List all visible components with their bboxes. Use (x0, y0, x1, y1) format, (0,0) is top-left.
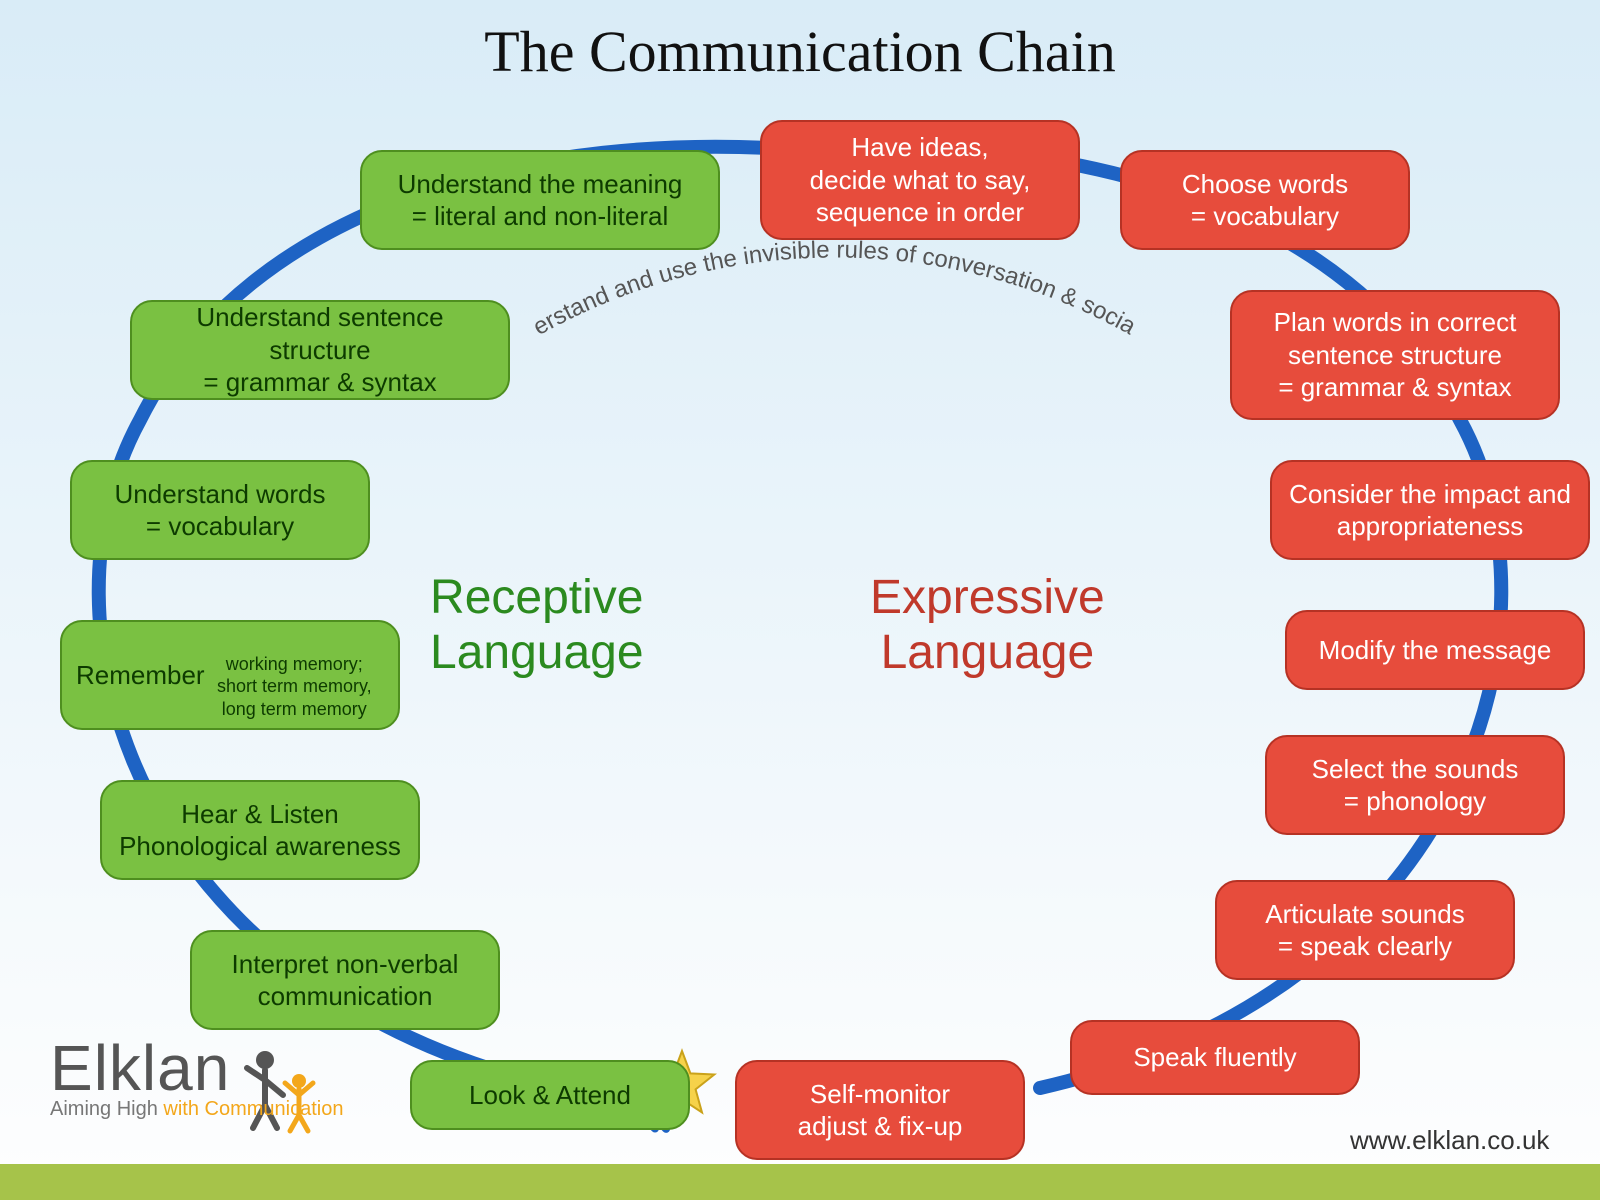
page-title: The Communication Chain (0, 18, 1600, 85)
logo-tag-plain: Aiming High (50, 1098, 163, 1120)
logo-tag-accent: with Communication (163, 1098, 343, 1120)
node-understand-meaning: Understand the meaning= literal and non-… (360, 150, 720, 250)
node-plan-words: Plan words in correctsentence structure=… (1230, 290, 1560, 420)
node-articulate: Articulate sounds= speak clearly (1215, 880, 1515, 980)
node-remember: Rememberworking memory; short term memor… (60, 620, 400, 730)
logo-brand: Elklan (50, 1040, 343, 1098)
node-hear-listen: Hear & ListenPhonological awareness (100, 780, 420, 880)
node-interpret-nonverbal: Interpret non-verbalcommunication (190, 930, 500, 1030)
expressive-label-line1: Expressive (870, 571, 1105, 624)
receptive-label-line2: Language (430, 626, 644, 679)
node-understand-words: Understand words= vocabulary (70, 460, 370, 560)
node-select-sounds: Select the sounds= phonology (1265, 735, 1565, 835)
node-look-attend: Look & Attend (410, 1060, 690, 1130)
node-choose-words: Choose words= vocabulary (1120, 150, 1410, 250)
node-consider-impact: Consider the impact andappropriateness (1270, 460, 1590, 560)
node-self-monitor: Self-monitoradjust & fix-up (735, 1060, 1025, 1160)
node-speak-fluently: Speak fluently (1070, 1020, 1360, 1095)
receptive-label: Receptive Language (430, 570, 644, 680)
logo: Elklan Aiming High with Communication (50, 1040, 343, 1121)
logo-tagline: Aiming High with Communication (50, 1098, 343, 1121)
expressive-label: Expressive Language (870, 570, 1105, 680)
website-url: www.elklan.co.uk (1350, 1125, 1549, 1156)
diagram-stage: Notice, understand and use the invisible… (0, 0, 1600, 1200)
footer-band (0, 1164, 1600, 1200)
node-have-ideas: Have ideas,decide what to say,sequence i… (760, 120, 1080, 240)
node-understand-sentence: Understand sentence structure= grammar &… (130, 300, 510, 400)
receptive-label-line1: Receptive (430, 571, 643, 624)
node-modify-message: Modify the message (1285, 610, 1585, 690)
expressive-label-line2: Language (881, 626, 1095, 679)
